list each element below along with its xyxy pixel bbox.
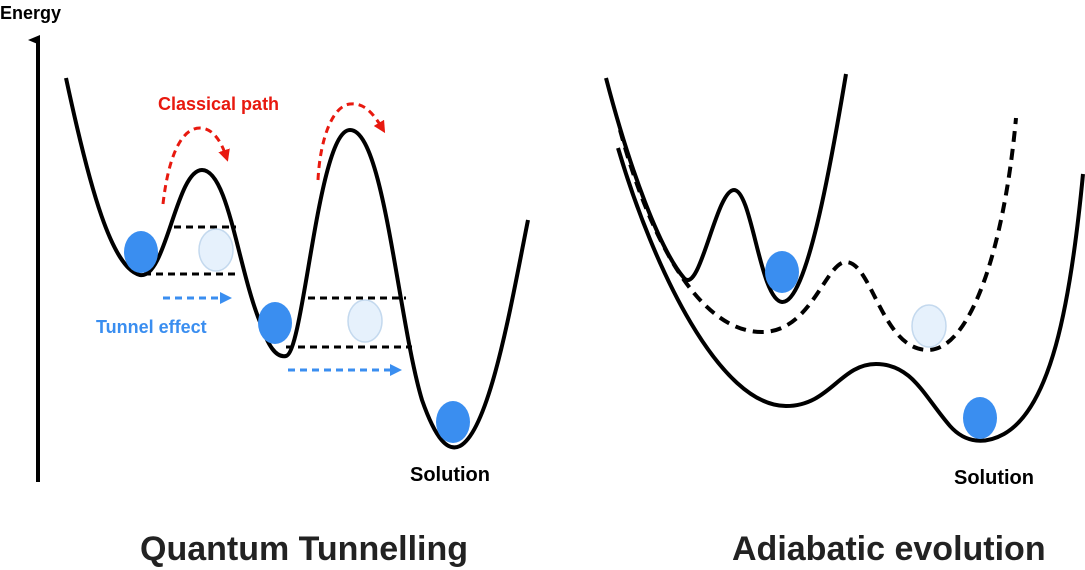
classical-path-arrow-2: [316, 102, 386, 181]
initial-hamiltonian-curve: [604, 73, 848, 304]
ball-left-well-1: [124, 231, 158, 273]
energy-axis-label: Energy: [0, 3, 61, 23]
tunnelling-energy-curve: [64, 77, 530, 450]
left-solution-label: Solution: [410, 464, 490, 486]
final-hamiltonian-curve: [616, 147, 1085, 443]
ball-left-solution: [436, 401, 470, 443]
intermediate-hamiltonian-curve: [618, 117, 1018, 352]
ball-initial-state: [765, 251, 799, 293]
classical-path-arrow-1: [161, 126, 230, 205]
ball-left-well-2: [258, 302, 292, 344]
tunnel-effect-label: Tunnel effect: [96, 317, 207, 337]
left-panel-title: Quantum Tunnelling: [140, 530, 468, 568]
ball-right-solution: [963, 397, 997, 439]
ghost-ball-1: [198, 228, 234, 272]
right-solution-label: Solution: [954, 467, 1034, 489]
ghost-ball-2: [347, 299, 383, 343]
right-panel-title: Adiabatic evolution: [732, 530, 1046, 568]
ghost-ball-intermediate: [911, 304, 947, 348]
classical-path-label: Classical path: [158, 94, 279, 114]
